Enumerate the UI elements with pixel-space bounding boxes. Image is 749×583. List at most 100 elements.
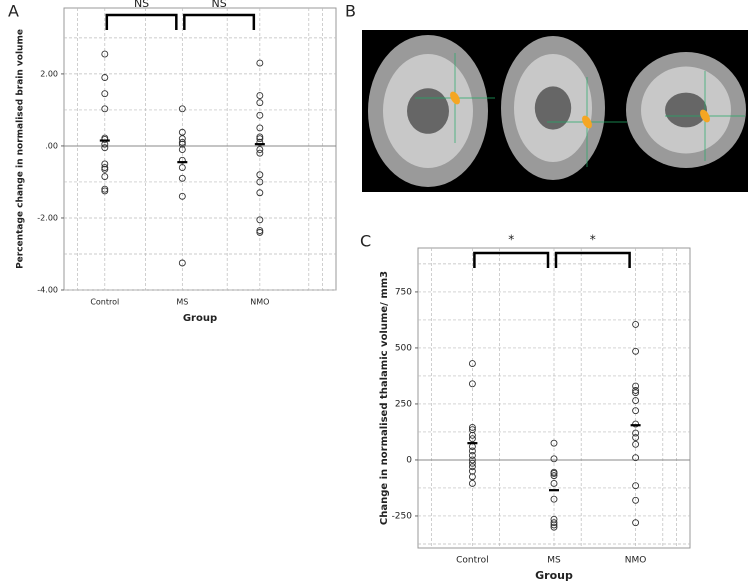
data-point [178,138,186,146]
data-point [178,146,186,153]
data-point [101,185,109,193]
data-point [178,164,186,171]
data-point [632,387,640,394]
significance-label: NS [211,0,226,10]
data-point [178,128,186,136]
data-point [256,99,264,107]
data-point [178,259,186,267]
data-point [632,320,640,328]
data-point [468,435,476,443]
data-point [101,160,109,168]
significance-label: NS [134,0,149,10]
data-point [101,90,109,98]
y-tick-label: -250 [392,511,413,521]
data-point [632,347,640,355]
panel-label: C [360,232,371,251]
data-point [256,216,264,224]
activation [700,109,710,123]
data-point [256,146,264,153]
data-point [178,156,186,164]
panel-label: A [8,2,19,21]
data-point [468,452,476,459]
data-point [468,447,476,455]
plot-area [63,7,337,291]
data-point [550,523,558,531]
data-point [632,434,640,441]
data-point [101,105,109,113]
y-tick-label: 500 [395,343,412,353]
data-point [256,189,264,197]
x-tick-label: NMO [250,298,269,307]
significance-bracket [183,13,256,30]
data-point [256,227,264,235]
brain-core [407,88,449,134]
data-point [632,440,640,448]
data-point [101,187,109,195]
data-point [256,111,264,119]
data-point [632,482,640,490]
data-point [632,429,640,437]
data-point [256,135,264,143]
brain-core [665,92,707,128]
data-point [256,149,264,157]
data-point [256,124,264,132]
significance-label: * [590,233,596,247]
x-tick-label: Control [90,298,119,307]
significance-bracket [554,251,631,268]
data-point [468,480,476,487]
x-tick-label: Control [456,556,489,566]
y-tick-label: 0 [406,455,412,465]
data-point [178,192,186,200]
x-axis-label: Group [183,313,217,324]
data-point [468,360,476,368]
data-point [178,174,186,182]
data-point [632,389,640,397]
data-point [550,469,558,477]
data-point [468,424,476,431]
x-tick-label: MS [176,298,188,307]
data-point [550,472,558,480]
data-point [101,165,109,173]
data-point [632,420,640,428]
data-point [256,138,264,146]
data-point [632,382,640,390]
data-point [101,50,109,58]
x-axis-label: Group [535,569,573,582]
data-point [101,74,109,81]
data-point [550,495,558,503]
data-point [101,173,109,181]
brain-core [534,86,572,130]
y-tick-label: -2.00 [37,213,58,222]
data-point [256,133,264,141]
data-point [178,135,186,143]
data-point [550,521,558,529]
panel-label: B [345,2,356,21]
y-tick-label: -4.00 [37,286,58,295]
data-point [550,480,558,487]
data-point [178,105,186,113]
significance-bracket [105,13,178,30]
data-point [178,140,186,148]
data-point [468,456,476,464]
data-point [101,164,109,171]
activation [582,115,592,129]
data-point [256,178,264,186]
y-axis-label: Change in normalised thalamic volume/ mm… [379,271,390,525]
activation [450,91,460,105]
data-point [468,459,476,467]
x-tick-label: NMO [625,556,647,566]
significance-bracket [473,251,550,268]
data-point [632,454,640,462]
data-point [468,380,476,388]
y-tick-label: 750 [395,287,412,297]
data-point [468,463,476,471]
y-tick-label: 250 [395,399,412,409]
data-point [256,228,264,236]
data-point [468,431,476,439]
data-point [632,519,640,527]
data-point [632,407,640,415]
x-tick-label: MS [547,556,561,566]
y-axis-label: Percentage change in normalised brain vo… [16,29,26,269]
data-point [632,496,640,504]
